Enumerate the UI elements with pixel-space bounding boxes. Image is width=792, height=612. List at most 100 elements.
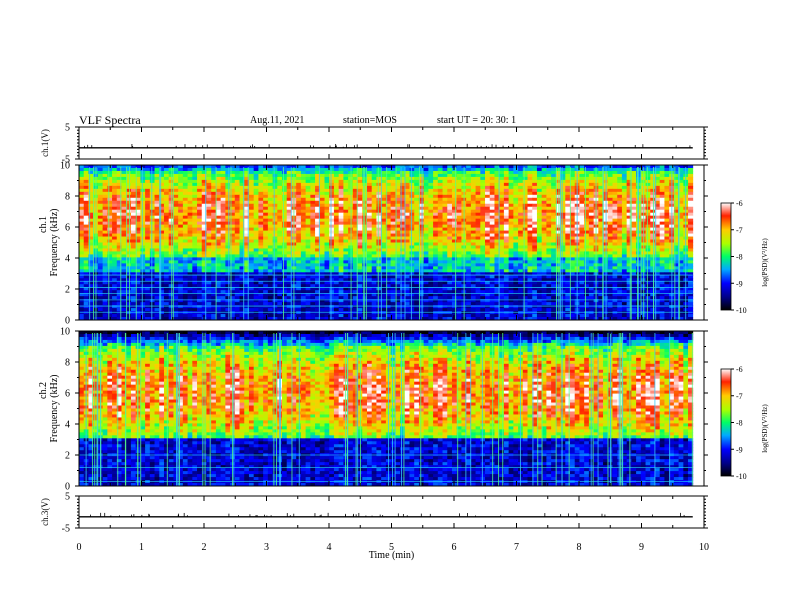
spectrogram-cell <box>253 251 259 255</box>
spectrogram-cell <box>352 188 358 193</box>
spectrogram-cell <box>154 269 160 273</box>
spectrogram-cell <box>244 167 250 172</box>
spectrogram-cell <box>305 176 311 181</box>
spectrogram-cell <box>206 221 212 226</box>
spectrogram-cell <box>149 218 155 223</box>
spectrogram-cell <box>390 221 396 226</box>
spectrogram-cell <box>248 266 255 270</box>
spectrogram-cell <box>357 167 363 172</box>
spectrogram-cell <box>395 203 401 208</box>
spectrogram-cell <box>433 260 439 264</box>
spectrogram-cell <box>607 215 613 220</box>
spectrogram-cell <box>390 173 396 178</box>
spectrogram-cell <box>451 224 458 228</box>
spectrogram-cell <box>315 203 321 208</box>
spectrogram-cell <box>97 182 103 187</box>
spectrogram-cell <box>267 167 273 172</box>
spectrogram-cell <box>187 269 193 273</box>
spectrogram-cell <box>551 233 557 237</box>
spectrogram-cell <box>324 263 330 267</box>
spectrogram-cell <box>168 170 174 175</box>
spectrogram-cell <box>612 165 618 169</box>
spectrogram-cell <box>565 209 571 214</box>
spectrogram-cell <box>338 167 344 172</box>
spectrogram-cell <box>381 176 387 181</box>
spectrogram-cell <box>220 197 226 202</box>
spectrogram-cell <box>513 233 519 237</box>
spectrogram-cell <box>248 176 255 181</box>
spectrogram-cell <box>88 218 94 223</box>
spectrogram-cell <box>305 272 311 276</box>
spectrogram-cell <box>187 188 193 193</box>
spectrogram-cell <box>626 170 632 175</box>
spectrogram-cell <box>286 218 292 223</box>
spectrogram-cell <box>178 209 184 214</box>
spectrogram-cell <box>518 260 524 264</box>
spectrogram-cell <box>409 224 415 228</box>
spectrogram-cell <box>418 251 425 255</box>
spectrogram-cell <box>522 203 528 208</box>
spectrogram-cell <box>612 212 618 217</box>
spectrogram-cell <box>541 221 547 226</box>
spectrogram-cell <box>163 266 170 270</box>
spectrogram-cell <box>357 209 363 214</box>
spectrogram-cell <box>437 182 443 187</box>
spectrogram-cell <box>197 257 203 261</box>
spectrogram-cell <box>333 185 340 190</box>
spectrogram-cell <box>192 206 198 211</box>
spectrogram-cell <box>366 227 373 231</box>
spectrogram-cell <box>192 260 198 264</box>
spectrogram-cell <box>244 165 250 169</box>
spectrogram-cell <box>333 200 340 205</box>
spectrogram-cell <box>508 185 514 190</box>
spectrogram-cell <box>645 200 651 205</box>
spectrogram-cell <box>248 251 255 255</box>
spectrogram-cell <box>267 165 273 169</box>
spectrogram-cell <box>551 221 557 226</box>
spectrogram-cell <box>451 215 458 220</box>
spectrogram-cell <box>371 185 377 190</box>
spectrogram-cell <box>338 263 344 267</box>
spectrogram-cell <box>654 245 661 249</box>
spectrogram-cell <box>324 269 330 273</box>
spectrogram-cell <box>607 242 613 246</box>
spectrogram-cell <box>329 209 335 214</box>
spectrogram-cell <box>79 263 85 267</box>
spectrogram-cell <box>168 272 174 276</box>
spectrogram-cell <box>79 206 85 211</box>
spectrogram-cell <box>79 257 85 261</box>
spectrogram-cell <box>197 200 203 205</box>
spectrogram-cell <box>121 233 127 237</box>
spectrogram-cell <box>551 269 557 273</box>
spectrogram-cell <box>409 248 415 252</box>
spectrogram-cell <box>527 206 533 211</box>
spectrogram-cell <box>192 188 198 193</box>
spectrogram-cell <box>598 227 604 231</box>
spectrogram-cell <box>631 197 637 202</box>
spectrogram-cell <box>296 221 302 226</box>
spectrogram-cell <box>560 266 566 270</box>
spectrogram-cell <box>673 179 679 184</box>
spectrogram-cell <box>187 251 193 255</box>
spectrogram-cell <box>414 206 420 211</box>
spectrogram-cell <box>258 260 264 264</box>
spectrogram-cell <box>116 224 122 228</box>
spectrogram-cell <box>654 272 661 276</box>
spectrogram-cell <box>149 239 155 243</box>
spectrogram-cell <box>366 179 373 184</box>
spectrogram-cell <box>499 221 505 226</box>
spectrogram-cell <box>541 176 547 181</box>
spectrogram-cell <box>475 239 481 243</box>
spectrogram-cell <box>404 170 410 175</box>
spectrogram-cell <box>579 179 585 184</box>
spectrogram-cell <box>555 269 561 273</box>
spectrogram-cell <box>598 221 604 226</box>
spectrogram-cell <box>621 233 628 237</box>
spectrogram-cell <box>522 266 528 270</box>
spectrogram-cell <box>532 224 538 228</box>
spectrogram-cell <box>385 218 391 223</box>
spectrogram-cell <box>385 269 391 273</box>
spectrogram-cell <box>588 263 594 267</box>
spectrogram-cell <box>333 245 340 249</box>
spectrogram-cell <box>168 251 174 255</box>
